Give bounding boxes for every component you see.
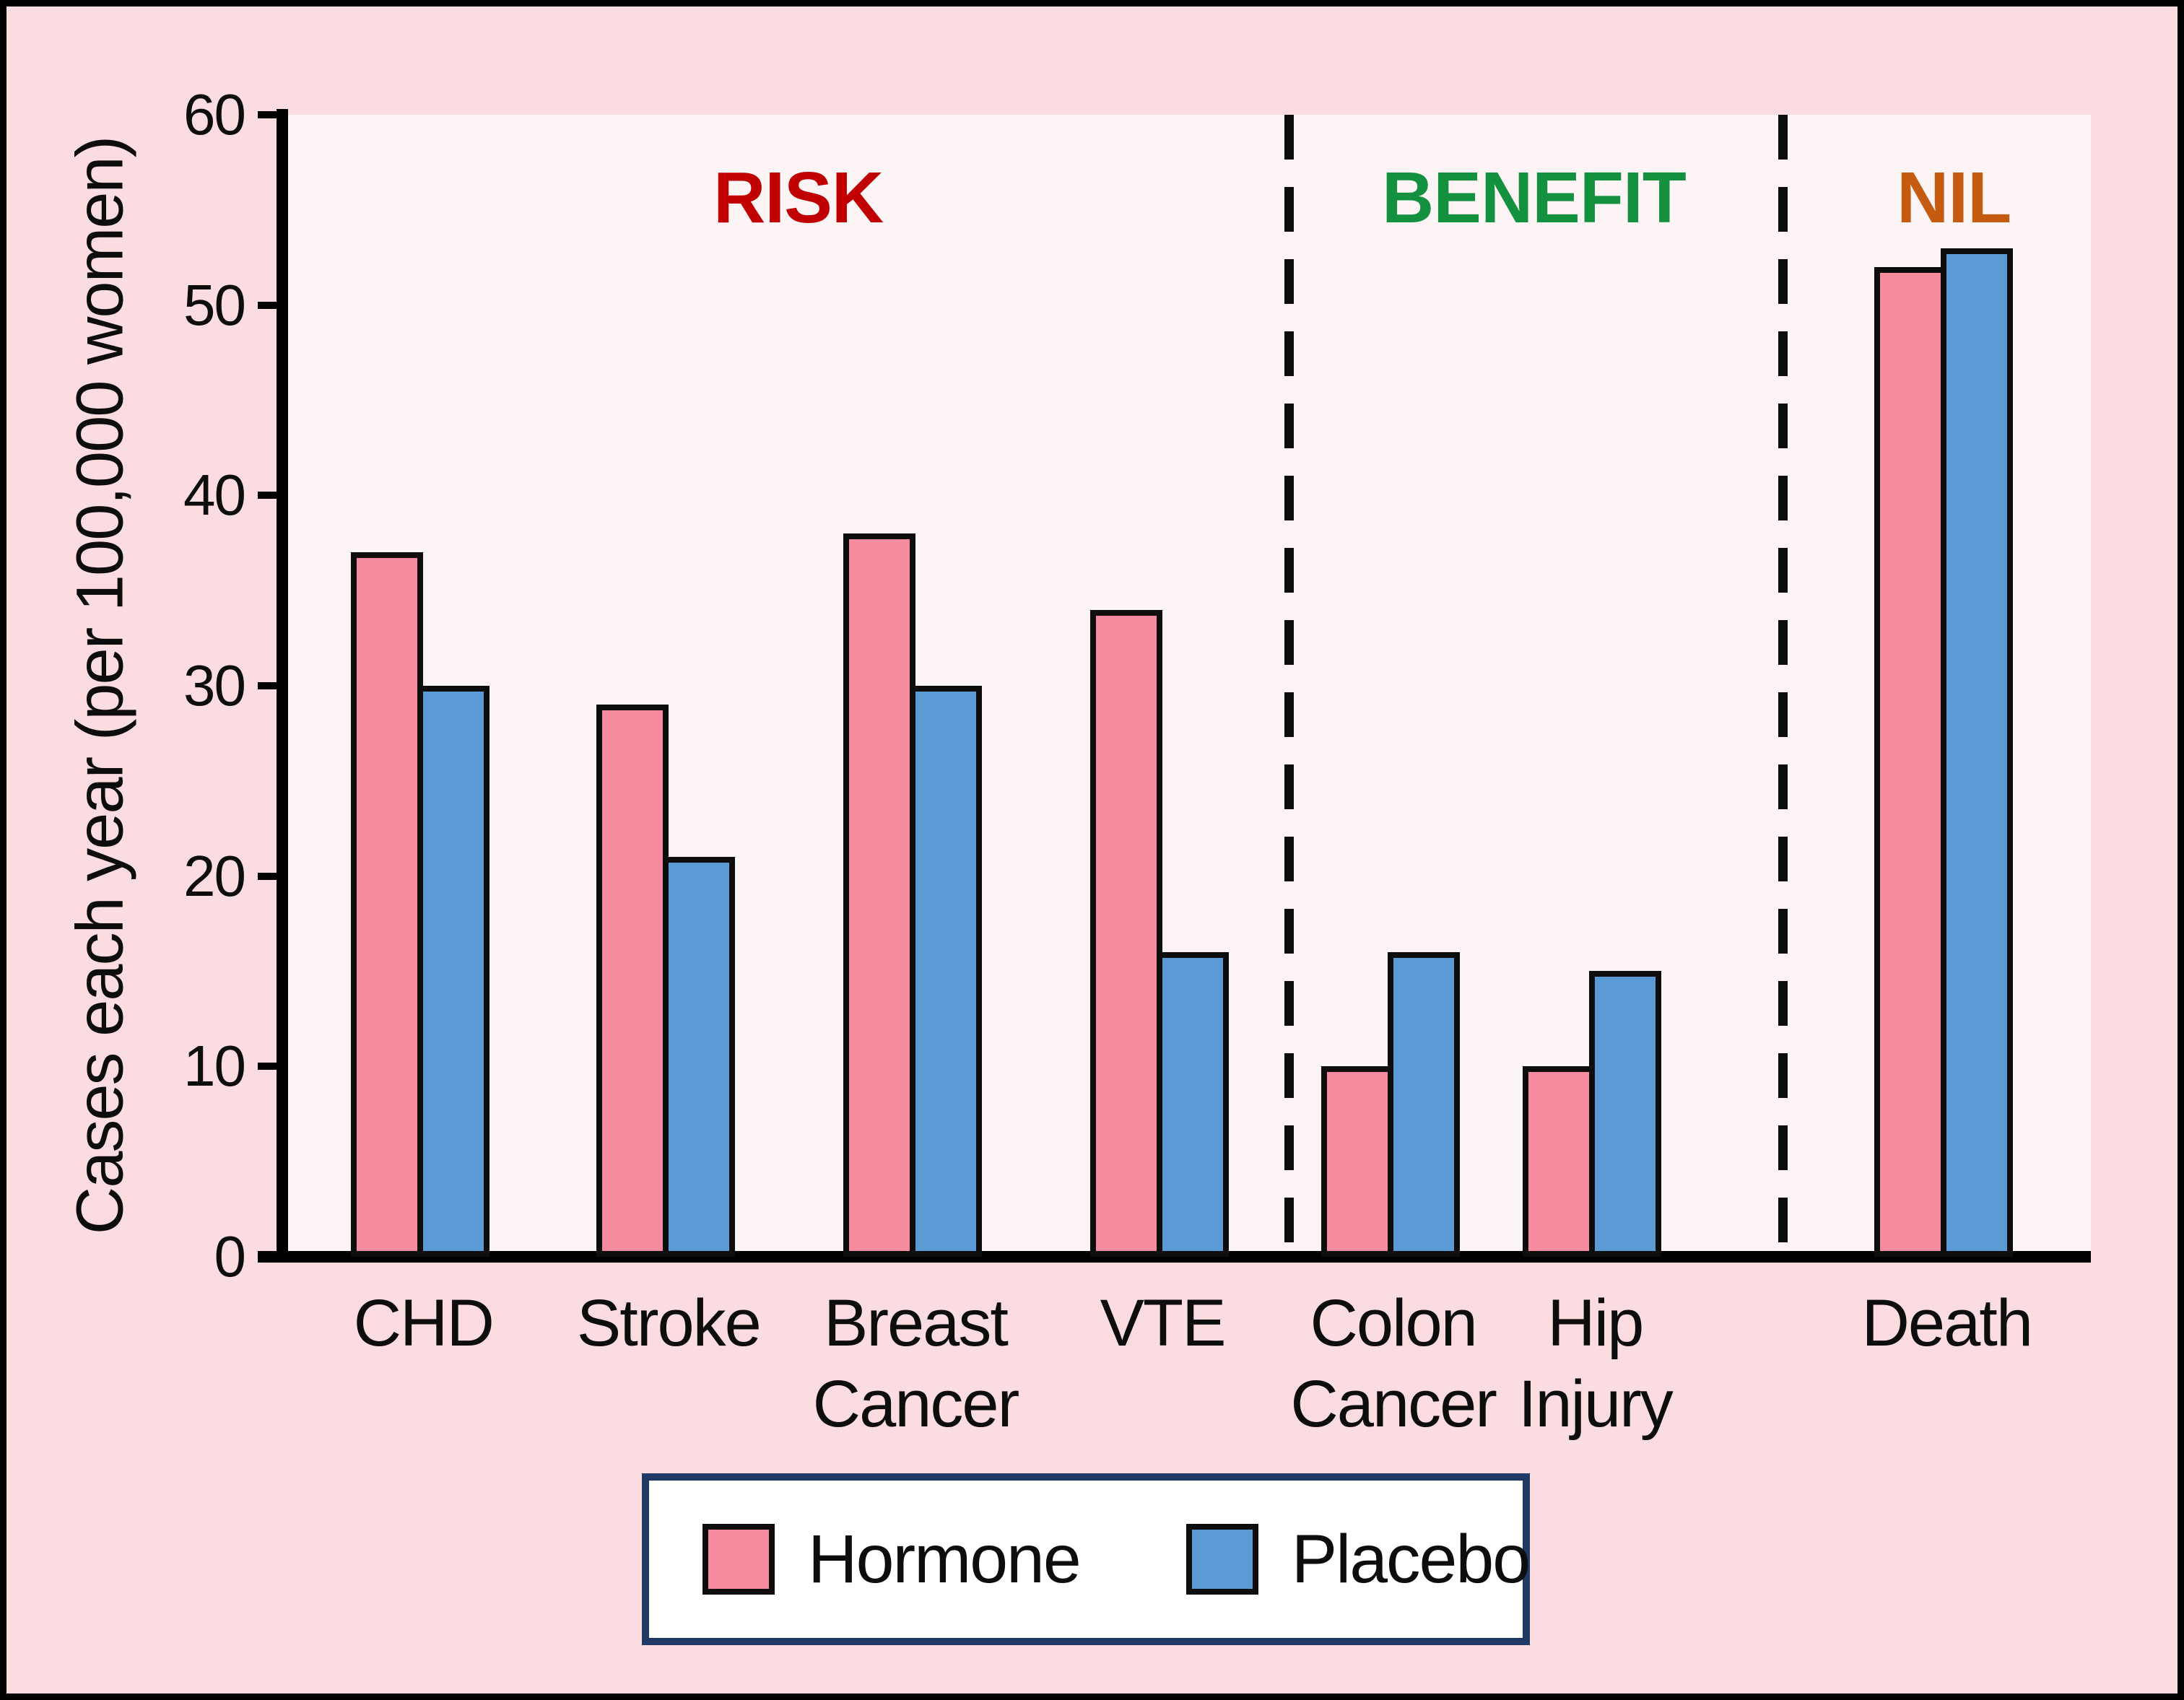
y-tick-label-40: 40 bbox=[183, 463, 246, 528]
bar-breast-cancer-hormone bbox=[843, 533, 915, 1257]
category-label-death: Death bbox=[1861, 1286, 2033, 1360]
bar-breast-cancer-placebo bbox=[909, 686, 982, 1257]
y-tick-mark-0 bbox=[258, 1253, 287, 1260]
y-tick-mark-20 bbox=[258, 872, 287, 880]
category-label-chd: CHD bbox=[353, 1286, 495, 1360]
section-divider-1 bbox=[1284, 115, 1294, 1257]
y-tick-label-10: 10 bbox=[183, 1034, 246, 1099]
legend-label-placebo: Placebo bbox=[1291, 1520, 1531, 1597]
legend-item-hormone: Hormone bbox=[702, 1520, 1082, 1599]
bar-colon-cancer-placebo bbox=[1387, 952, 1460, 1257]
section-divider-2 bbox=[1778, 115, 1788, 1257]
category-label-colon-cancer: Colon Cancer bbox=[1290, 1286, 1497, 1442]
bar-stroke-hormone bbox=[596, 705, 669, 1257]
y-tick-mark-40 bbox=[258, 492, 287, 500]
y-tick-label-0: 0 bbox=[214, 1224, 247, 1289]
y-tick-label-30: 30 bbox=[183, 653, 246, 718]
category-label-stroke: Stroke bbox=[576, 1286, 762, 1360]
bar-stroke-placebo bbox=[662, 857, 735, 1257]
y-tick-mark-50 bbox=[258, 301, 287, 309]
bar-vte-placebo bbox=[1157, 952, 1230, 1257]
section-label-benefit: BENEFIT bbox=[1382, 157, 1687, 238]
y-tick-label-60: 60 bbox=[183, 82, 246, 147]
category-label-breast-cancer: Breast Cancer bbox=[812, 1286, 1020, 1442]
bar-death-placebo bbox=[1941, 248, 2014, 1257]
y-tick-label-20: 20 bbox=[183, 843, 246, 908]
bar-chd-placebo bbox=[417, 686, 490, 1257]
bar-death-hormone bbox=[1874, 267, 1947, 1257]
y-tick-label-50: 50 bbox=[183, 272, 246, 337]
category-label-hip-injury: Hip Injury bbox=[1518, 1286, 1674, 1442]
legend-swatch-hormone bbox=[702, 1524, 775, 1595]
y-tick-mark-30 bbox=[258, 682, 287, 689]
bar-chd-hormone bbox=[351, 552, 424, 1257]
legend-label-hormone: Hormone bbox=[808, 1520, 1082, 1597]
bar-hip-injury-placebo bbox=[1589, 971, 1662, 1257]
section-label-risk: RISK bbox=[713, 157, 884, 238]
plot-area: RISK BENEFIT NIL bbox=[288, 115, 2091, 1257]
legend-swatch-placebo bbox=[1185, 1524, 1258, 1595]
bar-hip-injury-hormone bbox=[1523, 1066, 1596, 1257]
bar-vte-hormone bbox=[1090, 610, 1163, 1257]
y-tick-mark-60 bbox=[258, 111, 287, 118]
legend-box: Hormone Placebo bbox=[642, 1473, 1531, 1645]
category-label-vte: VTE bbox=[1100, 1286, 1227, 1360]
bar-colon-cancer-hormone bbox=[1321, 1066, 1393, 1257]
legend-item-placebo: Placebo bbox=[1185, 1520, 1531, 1599]
section-label-nil: NIL bbox=[1897, 157, 2011, 238]
y-tick-mark-10 bbox=[258, 1063, 287, 1071]
